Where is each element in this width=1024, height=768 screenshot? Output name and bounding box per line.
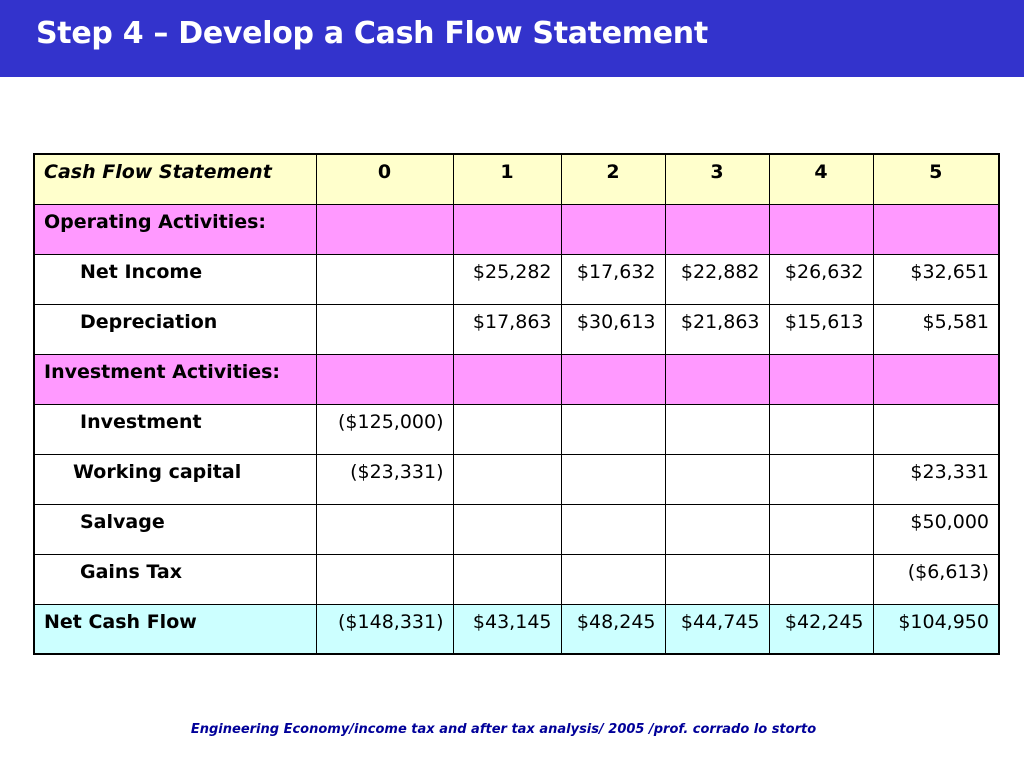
row-label: Investment xyxy=(33,403,317,455)
cell-year-5: $104,950 xyxy=(872,603,1000,655)
cell-year-1 xyxy=(452,203,562,255)
row-label: Investment Activities: xyxy=(33,353,317,405)
header-year-4: 4 xyxy=(768,153,874,205)
cell-year-5: $32,651 xyxy=(872,253,1000,305)
cell-year-1 xyxy=(452,453,562,505)
table-row-depreciation: Depreciation $17,863 $30,613 $21,863 $15… xyxy=(33,303,1000,355)
row-label: Working capital xyxy=(33,453,317,505)
title-bar: Step 4 – Develop a Cash Flow Statement xyxy=(0,0,1024,77)
cash-flow-table: Cash Flow Statement 0 1 2 3 4 5 Operatin… xyxy=(33,153,1000,655)
table-row-salvage: Salvage $50,000 xyxy=(33,503,1000,555)
table-row-investment-activities: Investment Activities: xyxy=(33,353,1000,405)
cell-year-3 xyxy=(664,503,770,555)
cell-year-4 xyxy=(768,353,874,405)
cell-year-0 xyxy=(315,253,454,305)
cell-year-1 xyxy=(452,553,562,605)
slide-footer: Engineering Economy/income tax and after… xyxy=(190,722,817,737)
row-label: Depreciation xyxy=(33,303,317,355)
cell-year-3: $44,745 xyxy=(664,603,770,655)
table-row-working-capital: Working capital ($23,331) $23,331 xyxy=(33,453,1000,505)
table-row-gains-tax: Gains Tax ($6,613) xyxy=(33,553,1000,605)
table-header-row: Cash Flow Statement 0 1 2 3 4 5 xyxy=(33,153,1000,205)
cell-year-0: ($125,000) xyxy=(315,403,454,455)
cell-year-4 xyxy=(768,553,874,605)
cell-year-2: $17,632 xyxy=(560,253,666,305)
cell-year-5: ($6,613) xyxy=(872,553,1000,605)
cell-year-4 xyxy=(768,453,874,505)
cell-year-2 xyxy=(560,353,666,405)
header-year-5: 5 xyxy=(872,153,1000,205)
table-row-net-income: Net Income $25,282 $17,632 $22,882 $26,6… xyxy=(33,253,1000,305)
header-label: Cash Flow Statement xyxy=(33,153,317,205)
cell-year-0 xyxy=(315,303,454,355)
cell-year-5 xyxy=(872,403,1000,455)
cell-year-3 xyxy=(664,203,770,255)
cell-year-3: $22,882 xyxy=(664,253,770,305)
cell-year-0 xyxy=(315,353,454,405)
cell-year-4 xyxy=(768,203,874,255)
cell-year-1: $43,145 xyxy=(452,603,562,655)
cell-year-5: $5,581 xyxy=(872,303,1000,355)
cell-year-1: $17,863 xyxy=(452,303,562,355)
cell-year-4: $15,613 xyxy=(768,303,874,355)
cell-year-5 xyxy=(872,203,1000,255)
table-row-investment: Investment ($125,000) xyxy=(33,403,1000,455)
cell-year-3: $21,863 xyxy=(664,303,770,355)
cell-year-1 xyxy=(452,403,562,455)
cell-year-4 xyxy=(768,403,874,455)
row-label: Salvage xyxy=(33,503,317,555)
table-row-operating-activities: Operating Activities: xyxy=(33,203,1000,255)
cell-year-0 xyxy=(315,203,454,255)
cell-year-1 xyxy=(452,353,562,405)
cell-year-1 xyxy=(452,503,562,555)
cell-year-0 xyxy=(315,553,454,605)
cell-year-5: $50,000 xyxy=(872,503,1000,555)
row-label: Net Cash Flow xyxy=(33,603,317,655)
cell-year-4: $26,632 xyxy=(768,253,874,305)
cell-year-0: ($23,331) xyxy=(315,453,454,505)
cell-year-2 xyxy=(560,553,666,605)
header-year-3: 3 xyxy=(664,153,770,205)
header-year-0: 0 xyxy=(315,153,454,205)
cell-year-2 xyxy=(560,503,666,555)
cell-year-4 xyxy=(768,503,874,555)
table-row-net-cash-flow: Net Cash Flow ($148,331) $43,145 $48,245… xyxy=(33,603,1000,655)
header-year-2: 2 xyxy=(560,153,666,205)
row-label: Net Income xyxy=(33,253,317,305)
cell-year-0 xyxy=(315,503,454,555)
slide-title: Step 4 – Develop a Cash Flow Statement xyxy=(36,16,708,51)
cell-year-2 xyxy=(560,403,666,455)
cell-year-2 xyxy=(560,203,666,255)
cell-year-3 xyxy=(664,553,770,605)
cell-year-1: $25,282 xyxy=(452,253,562,305)
cell-year-2: $48,245 xyxy=(560,603,666,655)
cell-year-5: $23,331 xyxy=(872,453,1000,505)
cell-year-2 xyxy=(560,453,666,505)
cell-year-4: $42,245 xyxy=(768,603,874,655)
cell-year-3 xyxy=(664,453,770,505)
cell-year-3 xyxy=(664,353,770,405)
row-label: Operating Activities: xyxy=(33,203,317,255)
cell-year-5 xyxy=(872,353,1000,405)
row-label: Gains Tax xyxy=(33,553,317,605)
cell-year-0: ($148,331) xyxy=(315,603,454,655)
cell-year-2: $30,613 xyxy=(560,303,666,355)
cell-year-3 xyxy=(664,403,770,455)
header-year-1: 1 xyxy=(452,153,562,205)
